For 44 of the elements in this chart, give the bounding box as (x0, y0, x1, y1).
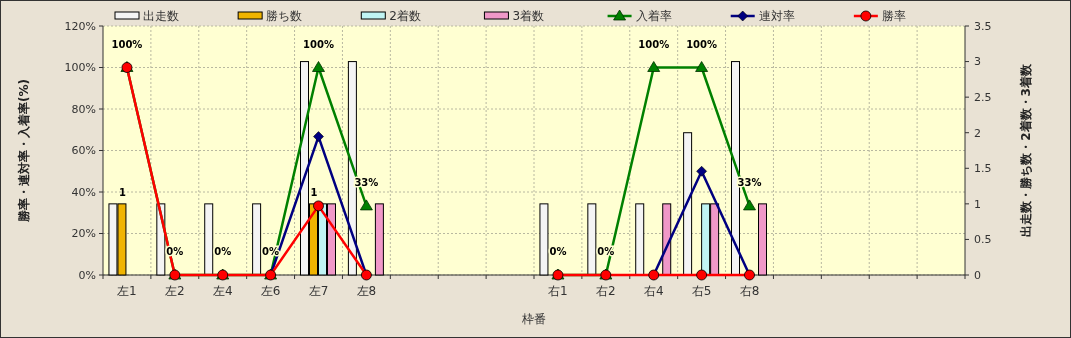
legend-label: 2着数 (389, 9, 421, 24)
y2-tick-label: 0 (974, 268, 981, 282)
y-tick-label: 40% (71, 185, 96, 199)
y-tick-label: 20% (71, 227, 96, 241)
y-tick-label: 100% (64, 61, 96, 75)
y-tick-label: 60% (71, 144, 96, 158)
x-tick-label: 左4 (212, 284, 233, 298)
legend-label: 入着率 (635, 9, 672, 24)
legend-label: 連対率 (758, 9, 795, 24)
legend-label: 勝ち数 (266, 9, 303, 24)
y2-tick-label: 1.5 (974, 162, 992, 176)
x-tick-label: 右2 (596, 284, 616, 298)
y-tick-label: 0% (78, 268, 96, 282)
x-tick-label: 右4 (643, 284, 664, 298)
data-label: 100% (111, 38, 143, 50)
x-tick-label: 左7 (308, 284, 329, 298)
legend-label: 出走数 (143, 9, 179, 24)
x-tick-label: 左1 (117, 284, 137, 298)
y2-axis-title: 出走数・勝ち数・2着数・3着数 (1019, 63, 1033, 237)
x-tick-label: 左8 (356, 284, 377, 298)
legend-label: 3着数 (512, 9, 545, 24)
x-tick-label: 右5 (691, 284, 712, 298)
y-tick-label: 120% (64, 19, 96, 33)
data-label: 0% (214, 246, 232, 257)
y2-tick-label: 1 (974, 197, 981, 211)
data-label: 100% (638, 38, 670, 50)
data-label: 100% (303, 38, 334, 50)
y2-tick-label: 2.5 (974, 90, 992, 104)
x-axis-title: 枠番 (521, 312, 546, 326)
data-label: 100% (686, 38, 718, 50)
data-label: 1 (310, 186, 318, 198)
y-tick-label: 80% (71, 102, 96, 116)
legend-label: 勝率 (881, 9, 906, 24)
y2-tick-label: 0.5 (974, 233, 992, 247)
y2-tick-label: 3 (974, 55, 981, 69)
y2-tick-label: 3.5 (974, 19, 992, 33)
data-label: 0% (549, 246, 567, 257)
x-tick-label: 左6 (260, 284, 281, 298)
x-tick-label: 左2 (165, 284, 185, 298)
y-axis-title: 勝率・連対率・入着率(%) (17, 79, 31, 223)
data-label: 1 (118, 186, 126, 198)
x-tick-label: 右1 (548, 284, 568, 298)
x-tick-label: 右8 (739, 284, 760, 298)
y2-tick-label: 2 (974, 126, 981, 140)
